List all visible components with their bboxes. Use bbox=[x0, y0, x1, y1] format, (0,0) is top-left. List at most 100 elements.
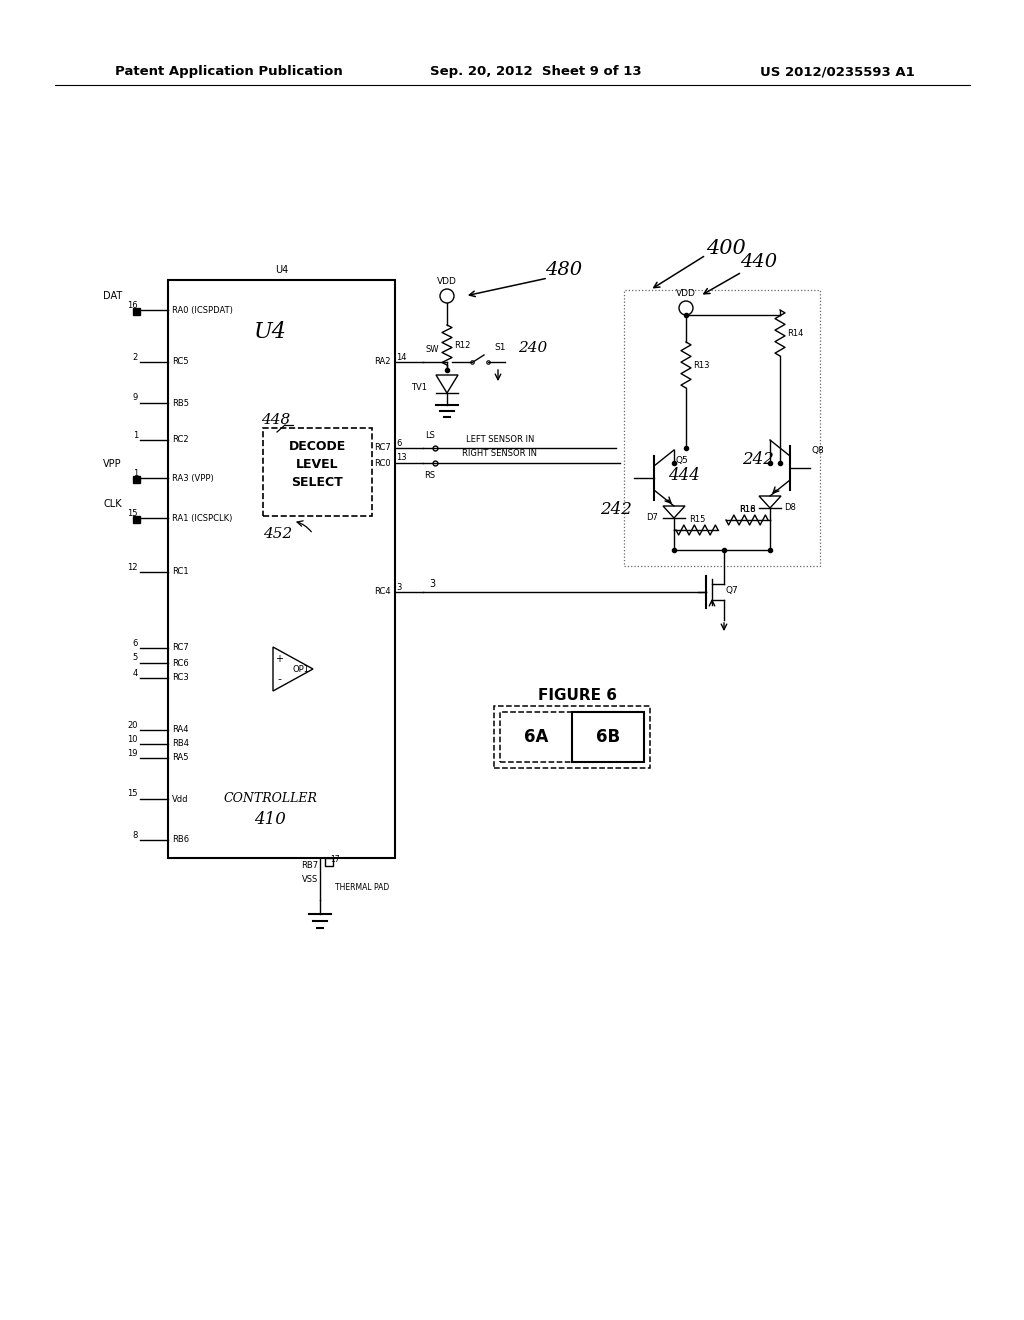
Text: R16: R16 bbox=[738, 504, 756, 513]
Text: 242: 242 bbox=[600, 502, 632, 519]
Text: 16: 16 bbox=[127, 301, 138, 309]
Text: +: + bbox=[275, 653, 283, 664]
Text: LEFT SENSOR IN: LEFT SENSOR IN bbox=[466, 434, 535, 444]
Text: 6: 6 bbox=[396, 438, 401, 447]
Text: TV1: TV1 bbox=[411, 383, 427, 392]
Text: RC7: RC7 bbox=[374, 444, 391, 453]
Text: 1: 1 bbox=[133, 469, 138, 478]
Text: R18: R18 bbox=[738, 504, 756, 513]
Text: RB5: RB5 bbox=[172, 399, 189, 408]
Text: FIGURE 6: FIGURE 6 bbox=[539, 689, 617, 704]
Text: U4: U4 bbox=[274, 265, 288, 275]
Text: 5: 5 bbox=[133, 653, 138, 663]
Text: 6B: 6B bbox=[596, 729, 621, 746]
Text: 4: 4 bbox=[133, 668, 138, 677]
Text: R15: R15 bbox=[689, 515, 706, 524]
Text: RIGHT SENSOR IN: RIGHT SENSOR IN bbox=[463, 450, 538, 458]
Bar bbox=[168, 280, 395, 858]
Text: -: - bbox=[278, 675, 281, 684]
Text: 2: 2 bbox=[133, 352, 138, 362]
Text: 20: 20 bbox=[128, 721, 138, 730]
Text: RC4: RC4 bbox=[375, 587, 391, 597]
Text: 13: 13 bbox=[396, 454, 407, 462]
Text: RC2: RC2 bbox=[172, 436, 188, 445]
Text: CLK: CLK bbox=[103, 499, 122, 510]
Text: 444: 444 bbox=[668, 466, 699, 483]
Text: S1: S1 bbox=[495, 343, 506, 352]
Text: R14: R14 bbox=[787, 329, 804, 338]
Text: 480: 480 bbox=[545, 261, 582, 279]
Text: 410: 410 bbox=[254, 812, 286, 829]
Text: RA4: RA4 bbox=[172, 726, 188, 734]
Text: RS: RS bbox=[424, 470, 435, 479]
Text: 400: 400 bbox=[706, 239, 745, 257]
Text: THERMAL PAD: THERMAL PAD bbox=[335, 883, 389, 892]
Text: RC1: RC1 bbox=[172, 568, 188, 577]
Text: 19: 19 bbox=[128, 748, 138, 758]
Text: RA3 (VPP): RA3 (VPP) bbox=[172, 474, 214, 483]
Text: Sep. 20, 2012  Sheet 9 of 13: Sep. 20, 2012 Sheet 9 of 13 bbox=[430, 66, 642, 78]
Text: 14: 14 bbox=[396, 352, 407, 362]
Text: R13: R13 bbox=[693, 360, 710, 370]
Bar bbox=[263, 428, 372, 516]
Text: US 2012/0235593 A1: US 2012/0235593 A1 bbox=[760, 66, 914, 78]
Text: DECODE: DECODE bbox=[289, 440, 346, 453]
Text: DAT: DAT bbox=[103, 290, 122, 301]
Text: 6A: 6A bbox=[524, 729, 548, 746]
Text: Q5: Q5 bbox=[676, 455, 689, 465]
Text: Q7: Q7 bbox=[726, 586, 738, 594]
Text: OP1: OP1 bbox=[293, 664, 309, 673]
Text: 12: 12 bbox=[128, 562, 138, 572]
Text: RC7: RC7 bbox=[172, 644, 188, 652]
Text: RB4: RB4 bbox=[172, 739, 189, 748]
Text: 440: 440 bbox=[740, 253, 777, 271]
Bar bbox=[133, 477, 140, 483]
Text: 10: 10 bbox=[128, 734, 138, 743]
Text: SELECT: SELECT bbox=[292, 477, 343, 490]
Text: LEVEL: LEVEL bbox=[296, 458, 339, 471]
Text: D8: D8 bbox=[784, 503, 796, 512]
Text: VDD: VDD bbox=[437, 277, 457, 286]
Text: VDD: VDD bbox=[676, 289, 696, 298]
Text: 3: 3 bbox=[396, 582, 401, 591]
Text: RB6: RB6 bbox=[172, 836, 189, 845]
Text: VSS: VSS bbox=[302, 875, 318, 884]
Text: VPP: VPP bbox=[103, 459, 122, 469]
Text: RA0 (ICSPDAT): RA0 (ICSPDAT) bbox=[172, 305, 232, 314]
Text: LS: LS bbox=[425, 432, 435, 441]
Text: RC0: RC0 bbox=[375, 458, 391, 467]
Text: RC5: RC5 bbox=[172, 358, 188, 367]
Text: RB7: RB7 bbox=[301, 862, 318, 870]
Text: 240: 240 bbox=[518, 341, 547, 355]
Text: CONTROLLER: CONTROLLER bbox=[223, 792, 317, 804]
Text: U4: U4 bbox=[254, 321, 287, 343]
Bar bbox=[572, 711, 644, 762]
Text: 17: 17 bbox=[330, 855, 340, 865]
Text: 452: 452 bbox=[263, 527, 292, 541]
Text: Q8: Q8 bbox=[812, 446, 824, 454]
Text: 242: 242 bbox=[742, 451, 774, 469]
Text: RA2: RA2 bbox=[375, 358, 391, 367]
Bar bbox=[500, 711, 572, 762]
Text: 6: 6 bbox=[133, 639, 138, 648]
Text: R12: R12 bbox=[454, 341, 470, 350]
Text: RA5: RA5 bbox=[172, 754, 188, 763]
Text: 448: 448 bbox=[261, 413, 290, 426]
Text: Patent Application Publication: Patent Application Publication bbox=[115, 66, 343, 78]
Bar bbox=[624, 290, 820, 566]
Text: RC6: RC6 bbox=[172, 659, 188, 668]
Bar bbox=[494, 706, 650, 768]
Text: 15: 15 bbox=[128, 508, 138, 517]
Text: D7: D7 bbox=[646, 513, 658, 523]
Text: RA1 (ICSPCLK): RA1 (ICSPCLK) bbox=[172, 513, 232, 523]
Bar bbox=[133, 516, 140, 523]
Text: 9: 9 bbox=[133, 393, 138, 403]
Text: 15: 15 bbox=[128, 789, 138, 799]
Text: 8: 8 bbox=[133, 830, 138, 840]
Text: SW: SW bbox=[425, 346, 438, 355]
Text: Vdd: Vdd bbox=[172, 795, 188, 804]
Bar bbox=[133, 308, 140, 315]
Text: 3: 3 bbox=[429, 579, 435, 589]
Text: 1: 1 bbox=[133, 430, 138, 440]
Bar bbox=[325, 858, 333, 866]
